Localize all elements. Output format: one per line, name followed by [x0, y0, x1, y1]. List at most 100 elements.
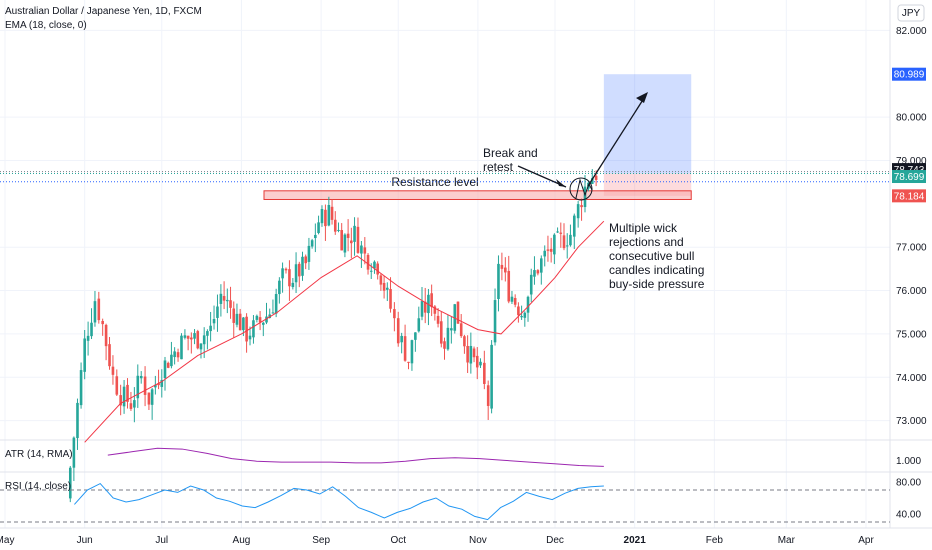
candle-body-42: [209, 325, 212, 332]
candle-body-15: [119, 395, 122, 406]
price-pill-3: [892, 189, 926, 203]
candle-body-59: [265, 316, 268, 323]
candle-body-98: [393, 309, 396, 319]
candle-body-89: [363, 247, 367, 254]
candle-body-7: [90, 322, 93, 337]
candle-body-146: [553, 234, 556, 255]
candle-body-114: [446, 327, 450, 350]
ema-line: [84, 220, 605, 443]
price-tick-0: 82.000: [896, 26, 927, 37]
currency-button[interactable]: JPY: [897, 4, 925, 22]
wick-rejection-text-line-0: Multiple wick: [609, 221, 678, 235]
candle-body-148: [559, 232, 563, 234]
time-tick-3: Aug: [233, 535, 251, 546]
candle-body-102: [407, 361, 410, 363]
time-tick-11: Apr: [858, 535, 874, 546]
candle-body-96: [386, 287, 389, 290]
price-dotted-lines: [0, 171, 890, 183]
candle-body-94: [379, 275, 383, 285]
candle-body-126: [486, 385, 490, 406]
candle-body-107: [423, 301, 427, 313]
candle-body-128: [493, 300, 497, 343]
candle-body-69: [297, 263, 301, 277]
candle-body-150: [565, 245, 569, 247]
candle-body-4: [79, 370, 83, 406]
rsi-pane: [0, 482, 890, 523]
position-tool[interactable]: [603, 74, 692, 196]
candle-body-88: [360, 245, 363, 254]
rsi-legend: RSI (14, close): [5, 481, 71, 492]
price-tick-4: 76.000: [896, 286, 927, 297]
candle-body-132: [507, 270, 511, 302]
candle-body-83: [343, 234, 347, 253]
profit-zone[interactable]: [603, 74, 692, 174]
candle-body-68: [294, 264, 298, 283]
rsi-tick-0: 80.00: [896, 478, 921, 489]
candle-body-151: [569, 234, 572, 246]
candle-body-158: [594, 175, 598, 180]
time-tick-7: Dec: [546, 535, 564, 546]
candle-body-80: [333, 219, 337, 232]
break-retest-text-line-1: retest: [483, 160, 514, 174]
candle-body-130: [500, 264, 504, 269]
loss-zone[interactable]: [603, 173, 692, 196]
candle-body-135: [517, 306, 520, 316]
candle-body-28: [163, 360, 167, 379]
time-tick-0: May: [0, 535, 14, 546]
candle-body-78: [327, 204, 331, 226]
candle-body-74: [314, 234, 317, 239]
candle-body-23: [147, 392, 151, 405]
price-axis[interactable]: 82.000 80.000 79.000 77.000 76.000 75.000 74.0…: [896, 26, 927, 521]
candle-body-55: [252, 320, 255, 338]
candle-body-87: [356, 226, 360, 253]
candle-body-129: [497, 263, 500, 300]
candle-body-133: [510, 296, 514, 302]
time-tick-8: 2021: [624, 535, 647, 546]
candle-body-11: [104, 324, 108, 347]
price-tick-2: 79.000: [896, 156, 927, 167]
wick-rejection-text-line-3: candles indicating: [609, 263, 704, 277]
candle-body-92: [373, 261, 376, 269]
candle-body-61: [271, 312, 275, 314]
candle-body-147: [556, 231, 559, 233]
atr-tick-0: 1.000: [896, 456, 921, 467]
candle-body-33: [180, 335, 183, 360]
candle-body-117: [456, 301, 460, 324]
candle-body-71: [304, 256, 308, 264]
candle-body-125: [483, 362, 486, 384]
candle-body-152: [572, 215, 576, 237]
atr-legend: ATR (14, RMA): [5, 449, 73, 460]
candle-body-101: [403, 336, 407, 361]
time-tick-9: Feb: [706, 535, 724, 546]
candle-body-27: [160, 379, 164, 387]
candle-body-58: [262, 322, 265, 325]
candle-body-106: [420, 301, 424, 317]
price-tick-1: 80.000: [896, 113, 927, 124]
ema-18-line: [84, 220, 605, 443]
candle-body-19: [133, 400, 136, 408]
candle-body-154: [580, 205, 583, 208]
candle-body-46: [222, 296, 226, 301]
candle-body-30: [170, 354, 173, 367]
price-tick-3: 77.000: [896, 243, 927, 254]
candle-body-91: [369, 270, 373, 272]
candle-body-17: [126, 384, 129, 402]
candle-body-41: [206, 331, 209, 336]
time-tick-10: Mar: [778, 535, 796, 546]
candle-body-53: [245, 316, 248, 342]
candle-body-155: [583, 186, 587, 208]
candle-body-115: [450, 328, 453, 331]
time-axis[interactable]: May Jun Jul Aug Sep Oct Nov Dec 2021 Feb Mar Apr: [0, 535, 874, 546]
candle-body-10: [101, 320, 104, 325]
candle-body-29: [166, 362, 170, 368]
retest-sketch: [575, 178, 593, 199]
candle-body-45: [219, 293, 223, 304]
candle-body-13: [111, 366, 115, 375]
resistance-rect[interactable]: [263, 190, 692, 200]
candle-body-93: [376, 263, 379, 275]
candle-body-75: [317, 222, 320, 234]
break-retest-arrowhead: [556, 179, 566, 187]
